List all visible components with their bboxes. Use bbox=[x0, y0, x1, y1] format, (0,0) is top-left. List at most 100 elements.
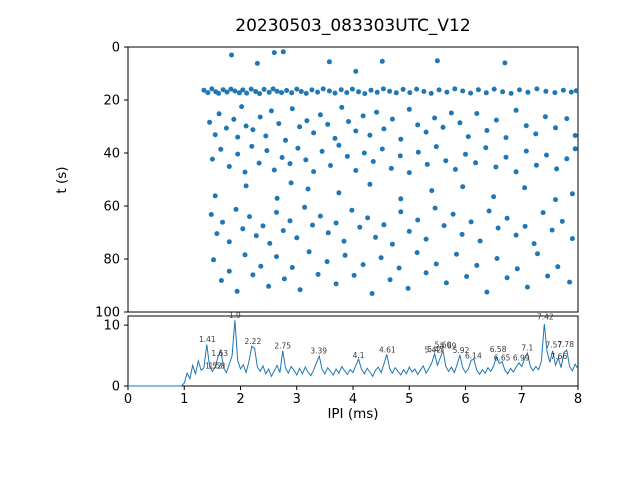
scatter-point bbox=[433, 144, 439, 150]
scatter-point bbox=[398, 196, 404, 202]
scatter-point bbox=[522, 185, 528, 191]
scatter-point bbox=[328, 163, 333, 168]
scatter-point bbox=[517, 87, 522, 93]
scatter-point bbox=[289, 90, 295, 96]
scatter-point bbox=[234, 288, 240, 294]
scatter-point bbox=[569, 191, 575, 197]
scatter-point bbox=[388, 165, 394, 171]
scatter-point bbox=[525, 89, 531, 95]
scatter-point bbox=[486, 208, 492, 214]
x-tick-label: 8 bbox=[574, 392, 582, 407]
peak-annotation: 5.92 bbox=[453, 346, 470, 355]
scatter-point bbox=[212, 193, 218, 199]
scatter-point bbox=[452, 86, 458, 92]
peak-annotation: 1.63 bbox=[211, 349, 228, 358]
scatter-point bbox=[353, 128, 359, 134]
scatter-point bbox=[454, 251, 459, 257]
peak-annotation: 7.78 bbox=[557, 340, 574, 349]
scatter-point bbox=[253, 233, 259, 239]
scatter-point bbox=[274, 209, 279, 215]
scatter-point bbox=[414, 250, 420, 256]
scatter-point bbox=[387, 88, 393, 94]
scatter-point bbox=[369, 291, 375, 296]
scatter-point bbox=[271, 50, 277, 56]
scatter-point bbox=[281, 276, 287, 282]
scatter-point bbox=[559, 218, 565, 224]
scatter-point bbox=[468, 90, 474, 96]
scatter-point bbox=[244, 90, 250, 96]
scatter-point bbox=[533, 162, 539, 168]
scatter-point bbox=[460, 184, 466, 190]
scatter-point bbox=[267, 240, 273, 246]
scatter-point bbox=[503, 154, 509, 160]
scatter-point bbox=[303, 90, 309, 96]
scatter-point bbox=[336, 190, 342, 196]
scatter-point bbox=[218, 278, 224, 283]
scatter-point bbox=[268, 108, 274, 114]
scatter-point bbox=[256, 160, 262, 166]
scatter-point bbox=[283, 137, 288, 143]
scatter-point bbox=[523, 148, 529, 154]
scatter-point bbox=[205, 90, 211, 96]
scatter-point bbox=[367, 181, 373, 187]
scatter-point bbox=[477, 238, 483, 244]
scatter-point bbox=[247, 214, 252, 220]
scatter-point bbox=[279, 90, 285, 96]
scatter-point bbox=[434, 58, 440, 64]
scatter-point bbox=[243, 183, 249, 189]
scatter-point bbox=[379, 146, 385, 152]
scatter-point bbox=[263, 133, 269, 139]
scatter-point bbox=[500, 89, 506, 95]
scatter-point bbox=[522, 223, 528, 229]
peak-annotation: 6.14 bbox=[465, 352, 482, 361]
scatter-point bbox=[368, 87, 374, 93]
scatter-point bbox=[415, 217, 421, 223]
scatter-point bbox=[513, 169, 519, 175]
scatter-point bbox=[274, 195, 280, 201]
scatter-point bbox=[433, 261, 439, 267]
scatter-point bbox=[554, 166, 560, 172]
scatter-point bbox=[351, 272, 357, 278]
scatter-point bbox=[342, 252, 348, 258]
scatter-point bbox=[315, 89, 321, 95]
scatter-point bbox=[491, 194, 497, 200]
scatter-point bbox=[569, 236, 575, 242]
scatter-point bbox=[459, 231, 465, 237]
scatter-point bbox=[333, 220, 339, 226]
scatter-point bbox=[503, 135, 509, 141]
scatter-point bbox=[287, 218, 293, 224]
scatter-point bbox=[381, 126, 387, 132]
scatter-point bbox=[544, 152, 549, 158]
ipi-line bbox=[128, 320, 579, 387]
scatter-point bbox=[317, 213, 323, 219]
scatter-point bbox=[475, 87, 481, 93]
scatter-point bbox=[573, 88, 579, 94]
scatter-point bbox=[423, 236, 429, 242]
scatter-point bbox=[264, 148, 270, 154]
scatter-point bbox=[339, 104, 345, 110]
scatter-point bbox=[212, 132, 218, 138]
scatter-point bbox=[353, 68, 359, 74]
scatter-point bbox=[523, 123, 529, 129]
peak-annotation: 7.42 bbox=[537, 313, 554, 322]
scatter-point bbox=[415, 149, 421, 155]
scatter-point bbox=[344, 153, 350, 159]
y-tick-label: 0 bbox=[112, 380, 120, 395]
scatter-point bbox=[325, 121, 331, 127]
scatter-point bbox=[398, 209, 404, 215]
scatter-point bbox=[508, 90, 514, 96]
scatter-point bbox=[248, 86, 254, 92]
scatter-point bbox=[294, 235, 300, 241]
scatter-point bbox=[441, 223, 447, 229]
scatter-point bbox=[553, 197, 558, 203]
scatter-point bbox=[484, 289, 490, 295]
scatter-point bbox=[444, 89, 450, 95]
scatter-point bbox=[483, 90, 489, 96]
scatter-point bbox=[398, 136, 404, 142]
peak-annotation: 6.65 bbox=[494, 353, 511, 362]
scatter-point bbox=[297, 124, 303, 130]
scatter-point bbox=[389, 116, 395, 122]
y-tick-label: 20 bbox=[103, 94, 120, 109]
x-tick-label: 4 bbox=[349, 392, 357, 407]
scatter-point bbox=[320, 86, 326, 92]
